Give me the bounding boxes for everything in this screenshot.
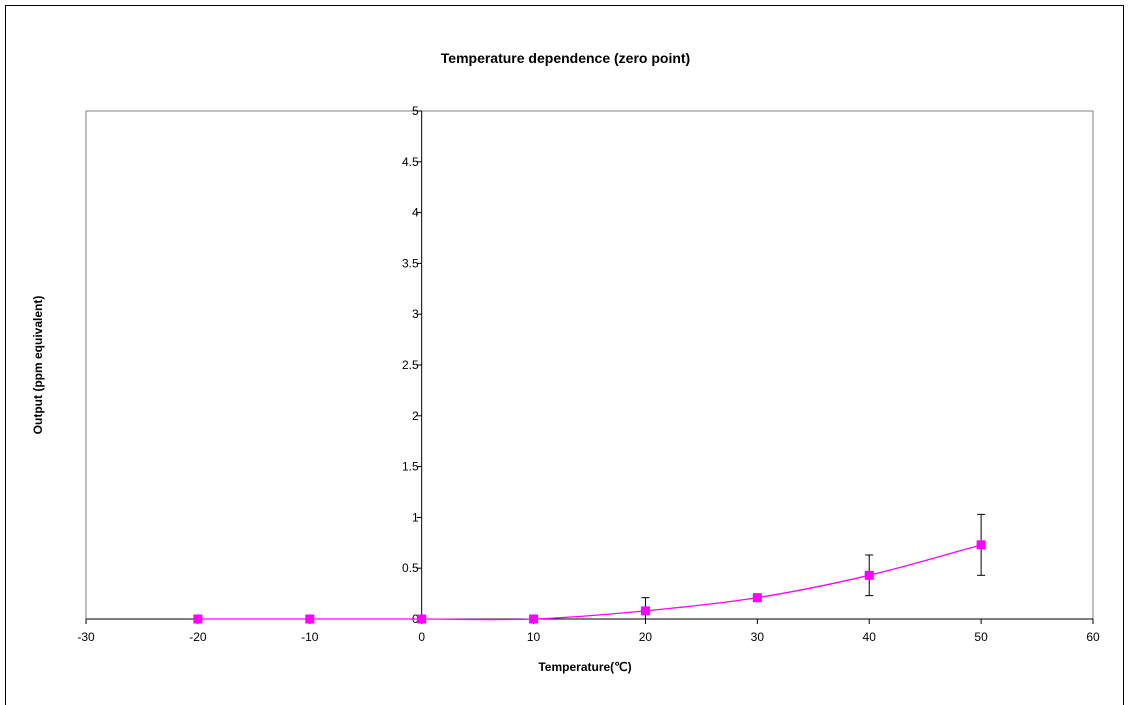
y-tick-label: 4: [412, 206, 419, 220]
series-line: [197, 544, 982, 621]
x-tick-label: -20: [189, 630, 207, 644]
data-point: [193, 614, 203, 624]
data-point: [752, 593, 762, 603]
data-point: [417, 614, 427, 624]
y-tick-label: 5: [412, 104, 419, 118]
data-point: [864, 570, 874, 580]
y-tick-label: 2.5: [402, 358, 419, 372]
x-tick-label: 50: [974, 630, 988, 644]
x-tick-label: -30: [77, 630, 95, 644]
x-tick-label: 0: [418, 630, 425, 644]
data-point: [529, 614, 539, 624]
y-tick-label: 0.5: [402, 561, 419, 575]
y-tick-label: 1.5: [402, 460, 419, 474]
y-tick-label: 3: [412, 307, 419, 321]
data-point: [976, 540, 986, 550]
y-tick-label: 4.5: [402, 155, 419, 169]
y-tick-label: 3.5: [402, 256, 419, 270]
x-tick-label: 20: [639, 630, 653, 644]
y-tick-label: 1: [412, 510, 419, 524]
x-tick-label: 10: [527, 630, 541, 644]
data-point: [305, 614, 315, 624]
x-tick-label: 40: [863, 630, 877, 644]
x-axis-label: Temperature(℃): [538, 660, 632, 674]
chart-frame: [5, 5, 1124, 705]
y-tick-label: 2: [412, 409, 419, 423]
chart-title: Temperature dependence (zero point): [440, 50, 691, 66]
x-tick-label: 30: [751, 630, 765, 644]
data-point: [640, 606, 650, 616]
x-tick-label: -10: [301, 630, 319, 644]
x-tick-label: 60: [1086, 630, 1100, 644]
plot-border: [85, 110, 1094, 620]
